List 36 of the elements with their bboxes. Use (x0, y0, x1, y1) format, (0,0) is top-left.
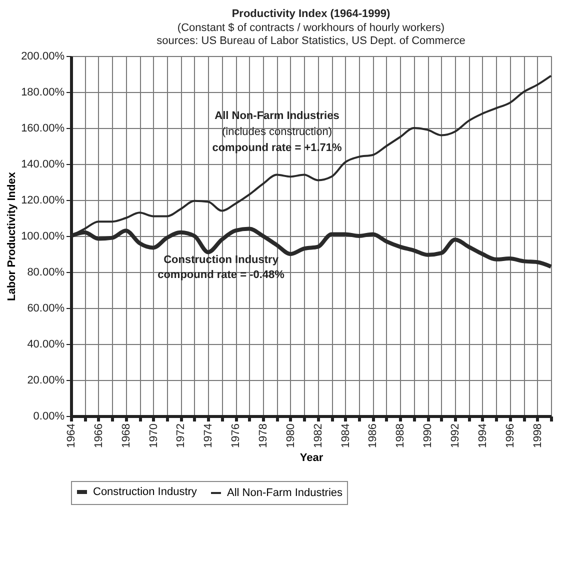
x-tick-label: 1980 (284, 424, 297, 448)
x-tick-label: 1988 (394, 424, 407, 448)
x-tick-label: 1990 (422, 424, 434, 448)
source-note: sources: US Bureau of Labor Statistics, US Dept. of Commerce (156, 35, 466, 47)
legend-label: All Non-Farm Industries (227, 487, 344, 499)
y-tick-label: 0.00% (33, 410, 65, 422)
y-tick-label: 120.00% (21, 194, 65, 206)
y-tick-label: 80.00% (27, 266, 65, 278)
y-tick-label: 180.00% (21, 86, 65, 98)
y-tick-label: 40.00% (27, 338, 65, 350)
y-tick-label: 100.00% (21, 230, 65, 242)
x-tick-label: 1966 (92, 424, 105, 448)
x-tick-label: 1986 (367, 424, 380, 448)
x-tick-label: 1964 (66, 424, 78, 448)
x-tick-label: 1982 (312, 424, 324, 448)
x-tick-label: 1984 (340, 424, 352, 448)
y-axis-title: Labor Productivity Index (6, 171, 18, 301)
y-tick-label: 140.00% (21, 158, 65, 170)
x-tick-label: 1992 (450, 424, 462, 448)
x-tick-label: 1996 (504, 424, 516, 448)
y-tick-label: 200.00% (21, 50, 65, 62)
chart-subtitle: (Constant $ of contracts / workhours of hourly workers) (177, 22, 445, 34)
x-tick-label: 1978 (258, 424, 270, 448)
x-tick-label: 1976 (230, 424, 242, 448)
y-tick-label: 20.00% (27, 374, 65, 386)
y-tick-label: 160.00% (21, 122, 65, 134)
x-tick-label: 1974 (202, 424, 215, 448)
y-tick-label: 60.00% (27, 302, 65, 314)
chart-title: Productivity Index (1964-1999) (232, 8, 391, 20)
legend-label: Construction Industry (93, 486, 198, 498)
x-tick-label: 1972 (175, 424, 188, 448)
x-tick-label: 1998 (532, 424, 544, 448)
x-tick-label: 1968 (120, 424, 132, 448)
x-axis-title: Year (300, 452, 324, 464)
x-tick-label: 1970 (148, 424, 160, 448)
x-tick-label: 1994 (476, 424, 489, 448)
